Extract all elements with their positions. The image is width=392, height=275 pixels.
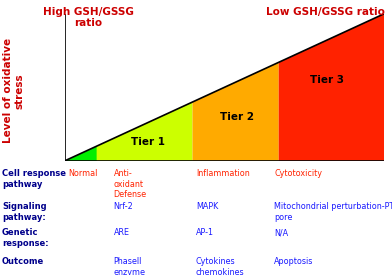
Polygon shape <box>192 62 279 161</box>
Text: N/A: N/A <box>274 228 289 237</box>
Text: High GSH/GSSG
ratio: High GSH/GSSG ratio <box>43 7 134 29</box>
Text: Normal: Normal <box>69 169 98 178</box>
Text: Mitochondrial perturbation-PT
pore: Mitochondrial perturbation-PT pore <box>274 202 392 222</box>
Text: Outcome: Outcome <box>2 257 44 266</box>
Text: Signaling
pathway:: Signaling pathway: <box>2 202 47 222</box>
Text: Tier 2: Tier 2 <box>220 112 254 122</box>
Text: AP-1: AP-1 <box>196 228 214 237</box>
Text: Tier 1: Tier 1 <box>131 137 165 147</box>
Polygon shape <box>279 14 384 161</box>
Text: Inflammation: Inflammation <box>196 169 250 178</box>
Polygon shape <box>96 102 192 161</box>
Polygon shape <box>65 146 96 161</box>
Text: MAPK: MAPK <box>196 202 218 211</box>
Text: Cell response
pathway: Cell response pathway <box>2 169 66 189</box>
Text: Anti-
oxidant
Defense: Anti- oxidant Defense <box>114 169 147 199</box>
Text: Level of oxidative
stress: Level of oxidative stress <box>3 38 25 143</box>
Text: Genetic
response:: Genetic response: <box>2 228 49 248</box>
Text: ARE: ARE <box>114 228 130 237</box>
Text: Phasell
enzyme: Phasell enzyme <box>114 257 146 275</box>
Text: Cytokines
chemokines: Cytokines chemokines <box>196 257 245 275</box>
Text: Tier 3: Tier 3 <box>310 75 344 85</box>
Text: Low GSH/GSSG ratio: Low GSH/GSSG ratio <box>266 7 385 17</box>
Text: Cytotoxicity: Cytotoxicity <box>274 169 322 178</box>
Text: Apoptosis: Apoptosis <box>274 257 314 266</box>
Text: Nrf-2: Nrf-2 <box>114 202 133 211</box>
